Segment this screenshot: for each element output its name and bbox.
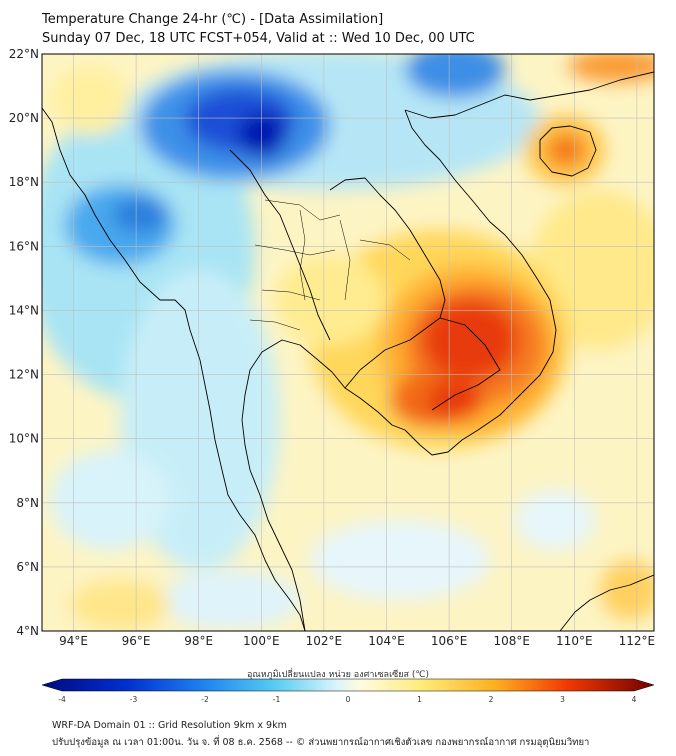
lon-label: 110°E <box>556 634 593 648</box>
lon-label: 98°E <box>184 634 213 648</box>
lat-label: 16°N <box>9 239 39 253</box>
plot-frame <box>41 53 655 632</box>
colorbar-tick-label: -1 <box>273 695 281 704</box>
colorbar-tick-label: 1 <box>417 695 422 704</box>
map-subtitle: Sunday 07 Dec, 18 UTC FCST+054, Valid at… <box>42 31 475 46</box>
lon-label: 102°E <box>306 634 343 648</box>
lat-label: 12°N <box>9 368 39 382</box>
lon-label: 96°E <box>122 634 151 648</box>
lat-label: 6°N <box>16 560 39 574</box>
footer-model-info: WRF-DA Domain 01 :: Grid Resolution 9km … <box>52 720 287 731</box>
lat-label: 10°N <box>9 432 39 446</box>
map-title: Temperature Change 24-hr (℃) - [Data Ass… <box>42 12 384 27</box>
colorbar-tick-label: -4 <box>58 695 66 704</box>
lat-label: 8°N <box>16 496 39 510</box>
cambodia-border <box>344 317 501 411</box>
thailand-gulf-coast <box>241 339 406 631</box>
lon-label: 112°E <box>619 634 656 648</box>
andaman-malay-coast <box>221 469 306 631</box>
lat-label: 4°N <box>16 624 39 638</box>
colorbar-tick-label: 3 <box>560 695 565 704</box>
colorbar-tick-label: 0 <box>346 695 351 704</box>
longitude-labels: 94°E 96°E 98°E 100°E 102°E 104°E 106°E 108°E 110… <box>59 634 655 648</box>
colorbar-tick-label: -2 <box>201 695 209 704</box>
lat-label: 22°N <box>9 47 39 61</box>
lat-label: 14°N <box>9 303 39 317</box>
lon-label: 106°E <box>431 634 468 648</box>
thai-myanmar-border <box>229 149 331 341</box>
coastlines <box>42 71 654 631</box>
lon-label: 100°E <box>243 634 280 648</box>
lon-label: 108°E <box>493 634 530 648</box>
temperature-field <box>42 54 654 631</box>
latitude-labels: 22°N 20°N 18°N 16°N 14°N 12°N 10°N 8°N 6°N 4°N <box>9 47 39 638</box>
colorbar-bar <box>41 678 655 692</box>
colorbar-tick-label: 2 <box>489 695 494 704</box>
thai-laos-border <box>329 177 446 319</box>
china-coast <box>404 71 654 119</box>
colorbar-tick-label: 4 <box>632 695 637 704</box>
footer-credit: ปรับปรุงข้อมูล ณ เวลา 01:00น. วัน จ. ที่… <box>52 737 590 748</box>
lon-label: 94°E <box>59 634 88 648</box>
internal-borders <box>249 199 411 331</box>
colorbar-title: อุณหภูมิเปลี่ยนแปลง หน่วย องศาเซลเซียส (… <box>246 670 430 680</box>
colorbar-ticks: -4 -3 -2 -1 0 1 2 3 4 <box>58 695 636 704</box>
borneo-coast <box>559 574 654 631</box>
hainan-island <box>539 125 597 177</box>
vietnam-coast <box>404 109 557 456</box>
colorbar: -4 -3 -2 -1 0 1 2 3 4 <box>41 678 655 704</box>
lat-label: 18°N <box>9 175 39 189</box>
colorbar-tick-label: -3 <box>130 695 138 704</box>
lat-label: 20°N <box>9 111 39 125</box>
lon-label: 104°E <box>368 634 405 648</box>
myanmar-coast <box>42 107 223 471</box>
